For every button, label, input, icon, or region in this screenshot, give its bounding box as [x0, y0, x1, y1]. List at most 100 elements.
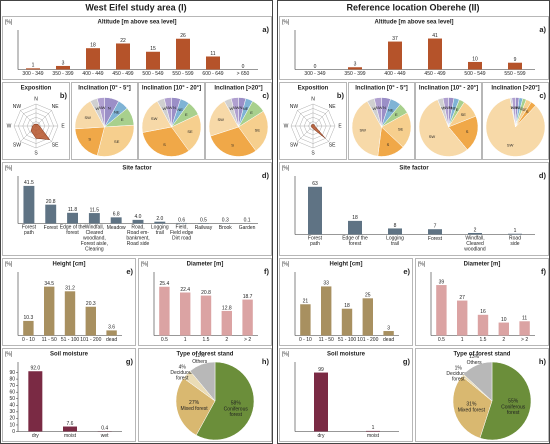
- direction-label: NE: [329, 104, 337, 110]
- value-label: 18: [352, 215, 358, 221]
- bar: [23, 185, 35, 224]
- bar: [428, 229, 442, 235]
- x-tick-label: 1.5: [480, 337, 487, 343]
- pie-category-label: W: [373, 106, 377, 111]
- bar: [28, 371, 43, 432]
- x-tick-label: > 2: [244, 337, 251, 343]
- panel-letter: g): [126, 357, 134, 366]
- y-tick-label: 50: [9, 396, 15, 402]
- value-label: 12.8: [222, 305, 232, 311]
- panel-frame: [71, 82, 138, 160]
- pie-category-label: Mixed forest: [180, 406, 208, 412]
- pie-slice: [175, 377, 216, 436]
- pie-category-label: NE: [451, 106, 457, 111]
- x-tick-label: 11 - 50: [319, 337, 334, 343]
- x-tick-label: 350 - 399: [52, 71, 73, 77]
- direction-label: N: [311, 96, 315, 102]
- value-label: 15: [150, 46, 156, 52]
- pie-category-label: SW: [217, 117, 224, 122]
- bar: [468, 61, 482, 70]
- panel-frame: [2, 258, 136, 346]
- x-tick-label: 11 - 50: [42, 337, 57, 343]
- x-tick-label: 101 - 200: [80, 337, 101, 343]
- value-label: 10.3: [24, 315, 34, 321]
- bar: [23, 320, 34, 336]
- value-label: 3: [354, 62, 357, 68]
- value-label: 2: [474, 227, 477, 233]
- pie-slice: [418, 99, 468, 157]
- panel-letter: d): [262, 171, 270, 180]
- direction-label: N: [34, 96, 38, 102]
- pie-category-label: N: [108, 105, 111, 110]
- bar: [132, 219, 144, 224]
- pie-slice: [141, 100, 172, 133]
- bar: [348, 220, 362, 235]
- panel-letter: h): [539, 357, 547, 366]
- x-tick-label: Logging trail: [386, 236, 404, 248]
- value-label: 22.4: [180, 287, 190, 293]
- pie-category-label: N: [515, 105, 518, 110]
- y-axis-label: [%]: [282, 351, 290, 357]
- direction-label: S: [34, 150, 38, 156]
- pie-category-label: E: [520, 106, 523, 111]
- pie-value-label: 58%: [231, 401, 242, 407]
- value-label: 37: [392, 36, 398, 42]
- pie-slice: [479, 361, 532, 441]
- pie-slice: [463, 361, 493, 402]
- x-tick-label: Forest path: [22, 225, 37, 237]
- value-label: 2.0: [156, 216, 163, 222]
- pie-category-label: E: [121, 117, 124, 122]
- pie-category-label: NW: [99, 105, 106, 110]
- y-tick-label: 20: [9, 416, 15, 422]
- x-tick-label: Railway: [195, 225, 213, 231]
- value-label: 22: [120, 38, 126, 44]
- x-tick-label: Road, Road em-bankment, Road side: [126, 225, 149, 248]
- pie-slice: [74, 126, 105, 156]
- x-tick-label: 51 - 100: [61, 337, 80, 343]
- x-tick-label: Garden: [239, 225, 256, 231]
- panel-frame: [279, 348, 413, 442]
- pie-slice: [381, 112, 412, 148]
- y-tick-label: 60: [9, 390, 15, 396]
- value-label: 16: [480, 309, 486, 315]
- value-label: 1: [32, 63, 35, 69]
- panel-title: Altitude [m above sea level]: [97, 20, 176, 26]
- panel-letter: e): [403, 267, 410, 276]
- value-label: 99: [318, 367, 324, 373]
- value-label: 1: [372, 425, 375, 431]
- panel-title: Site factor: [399, 166, 429, 172]
- pie-value-label: 13%: [469, 354, 480, 360]
- value-label: 4.0: [135, 214, 142, 220]
- panel-frame: [415, 348, 549, 442]
- pie-category-label: NW: [511, 105, 518, 110]
- y-tick-label: 90: [9, 370, 15, 376]
- radar-area: [30, 123, 51, 140]
- direction-label: S: [311, 150, 315, 156]
- x-tick-label: 550 - 599: [504, 71, 525, 77]
- value-label: 20.3: [86, 301, 96, 307]
- value-label: 41: [432, 33, 438, 39]
- bar: [106, 330, 117, 336]
- bar: [116, 43, 130, 70]
- value-label: 11.5: [90, 207, 100, 213]
- panel-frame: [205, 82, 272, 160]
- panel-letter: f): [541, 267, 546, 276]
- pie-slice: [452, 375, 493, 439]
- value-label: 26: [180, 33, 186, 39]
- bar: [314, 372, 328, 432]
- pie-category-label: NW: [233, 105, 240, 110]
- value-label: 20.8: [201, 290, 211, 296]
- panel-title: Inclination [>20°]: [491, 86, 539, 92]
- x-tick-label: 300 - 349: [304, 71, 325, 77]
- pie-category-label: E: [456, 107, 459, 112]
- pie-slice: [448, 115, 479, 151]
- pie-category-label: SW: [507, 142, 514, 147]
- panel-letter: c): [539, 91, 546, 100]
- column-title: West Eifel study area (I): [85, 2, 186, 12]
- pie-category-label: S: [526, 109, 529, 114]
- bar: [176, 222, 188, 224]
- bar: [508, 62, 522, 70]
- bar: [242, 299, 253, 336]
- value-label: 0: [242, 64, 245, 70]
- bar: [308, 186, 322, 235]
